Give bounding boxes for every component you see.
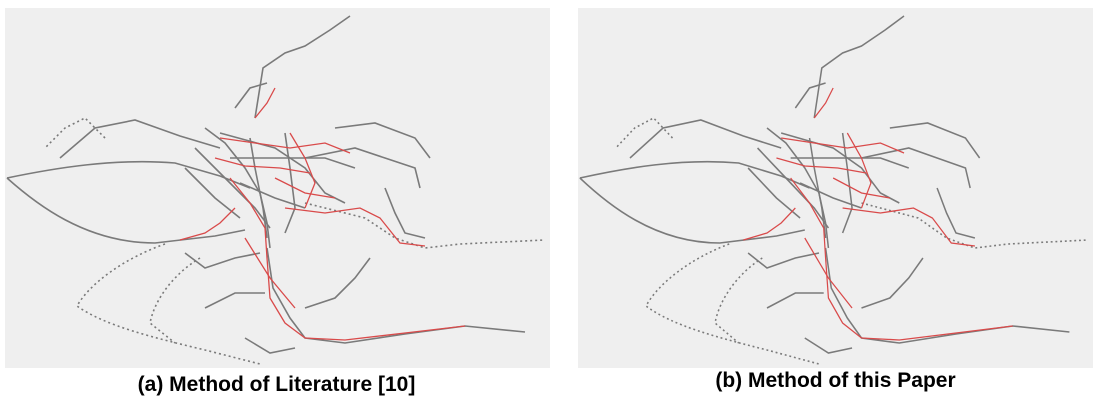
panel-b-map: [578, 8, 1093, 368]
panel-a-map: [5, 8, 550, 368]
figure: (a) Method of Literature [10] (b) Method…: [0, 0, 1100, 403]
caption: (b) Method of this Paper: [578, 369, 1093, 393]
caption: (a) Method of Literature [10]: [5, 373, 548, 397]
figure-graphics: [0, 0, 1100, 403]
